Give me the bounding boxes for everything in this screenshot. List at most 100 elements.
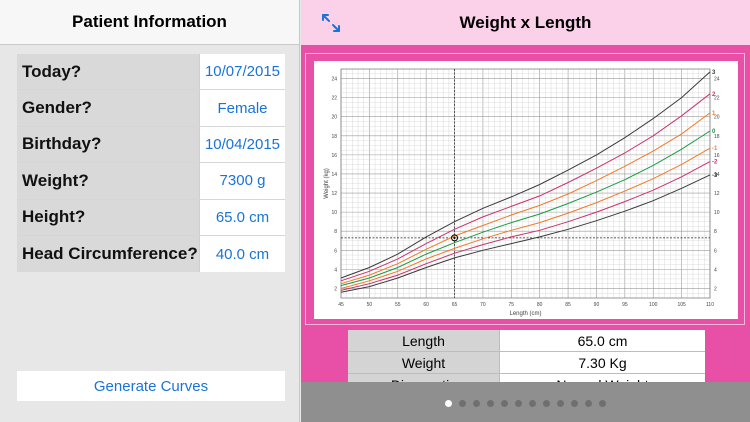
weight-result-label: Weight [348, 352, 500, 373]
patient-panel: Patient Information Today? 10/07/2015 Ge… [0, 0, 300, 422]
page-dot[interactable] [473, 400, 480, 407]
series-label: 3 [712, 70, 716, 76]
series-line [340, 130, 711, 287]
x-tick-label: 105 [677, 302, 686, 308]
x-tick-label: 50 [367, 302, 373, 308]
length-result-row: Length 65.0 cm [348, 330, 705, 352]
generate-curves-button[interactable]: Generate Curves [17, 371, 285, 401]
y-tick-label-right: 18 [714, 134, 720, 140]
y-tick-label-left: 24 [331, 77, 337, 83]
y-tick-label-right: 16 [714, 153, 720, 159]
page-indicator[interactable] [301, 400, 750, 407]
height-label: Height? [17, 199, 200, 235]
y-tick-label-left: 12 [331, 191, 337, 197]
series-label: 2 [712, 92, 716, 98]
weight-result-row: Weight 7.30 Kg [348, 352, 705, 374]
y-tick-label-right: 10 [714, 210, 720, 216]
page-dot[interactable] [585, 400, 592, 407]
series-line [340, 71, 711, 279]
series-line [340, 174, 711, 293]
y-tick-label-left: 10 [331, 210, 337, 216]
y-tick-label-left: 6 [334, 248, 337, 254]
chart-panel: Weight x Length 45 50 55 60 65 70 75 80 85 90 95 10… [301, 0, 750, 422]
height-value[interactable]: 65.0 cm [215, 208, 270, 226]
x-tick-label: 95 [622, 302, 628, 308]
x-tick-label: 100 [649, 302, 658, 308]
y-tick-label-right: 22 [714, 96, 720, 102]
expand-arrows-icon[interactable] [319, 11, 343, 35]
y-tick-label-right: 4 [714, 267, 717, 273]
plot-border [340, 68, 711, 299]
weight-value[interactable]: 7300 g [219, 172, 266, 190]
series-line [340, 112, 711, 285]
head-circumference-label: Head Circumference? [17, 235, 200, 273]
page-dot[interactable] [529, 400, 536, 407]
gender-label: Gender? [17, 90, 200, 126]
y-tick-label-left: 18 [331, 134, 337, 140]
y-tick-label-right: 6 [714, 248, 717, 254]
page-dot[interactable] [557, 400, 564, 407]
chart-panel-header: Weight x Length [301, 0, 750, 45]
y-tick-label-left: 22 [331, 96, 337, 102]
head-circumference-value[interactable]: 40.0 cm [215, 245, 270, 263]
x-tick-label: 70 [480, 302, 486, 308]
y-tick-label-left: 16 [331, 153, 337, 159]
x-tick-label: 60 [423, 302, 429, 308]
head-circumference-row[interactable]: Head Circumference? 40.0 cm [17, 235, 285, 273]
series-label: -1 [712, 146, 718, 152]
x-tick-label: 110 [706, 302, 714, 308]
y-tick-label-right: 24 [714, 77, 720, 83]
y-tick-label-left: 4 [334, 267, 337, 273]
page-dot[interactable] [487, 400, 494, 407]
x-tick-label: 80 [537, 302, 543, 308]
series-line [340, 161, 711, 291]
x-tick-label: 65 [452, 302, 458, 308]
page-dot[interactable] [501, 400, 508, 407]
y-tick-label-left: 8 [334, 229, 337, 235]
x-axis-label: Length (cm) [509, 311, 541, 317]
length-result-value: 65.0 cm [577, 332, 628, 349]
y-tick-label-right: 2 [714, 286, 717, 292]
today-label: Today? [17, 54, 200, 90]
page-dot[interactable] [459, 400, 466, 407]
page-dot[interactable] [445, 400, 452, 407]
marker-dot [453, 236, 456, 239]
page-dot[interactable] [515, 400, 522, 407]
birthday-label: Birthday? [17, 126, 200, 163]
series-label: -3 [712, 173, 718, 179]
birthday-row[interactable]: Birthday? 10/04/2015 [17, 126, 285, 164]
page-dot[interactable] [543, 400, 550, 407]
series-label: 1 [712, 111, 716, 117]
y-tick-label-left: 2 [334, 286, 337, 292]
weight-row[interactable]: Weight? 7300 g [17, 163, 285, 200]
chart-legend: 3 2 1 0 -1 -2 -3 [712, 70, 718, 179]
y-tick-label-right: 8 [714, 229, 717, 235]
x-tick-label: 55 [395, 302, 401, 308]
chart-crosshair [341, 69, 710, 298]
chart-lines [340, 71, 711, 293]
y-axis-label: Weight (kg) [324, 168, 330, 199]
weight-label: Weight? [17, 163, 200, 199]
today-row[interactable]: Today? 10/07/2015 [17, 54, 285, 91]
patient-form: Today? 10/07/2015 Gender? Female Birthda… [17, 54, 285, 273]
x-tick-label: 45 [338, 302, 344, 308]
y-tick-label-right: 12 [714, 191, 720, 197]
page-dot[interactable] [571, 400, 578, 407]
page-dot[interactable] [599, 400, 606, 407]
x-tick-label: 75 [509, 302, 515, 308]
weight-result-value: 7.30 Kg [578, 354, 627, 371]
x-tick-label: 85 [565, 302, 571, 308]
x-tick-label: 90 [594, 302, 600, 308]
chart-marker [451, 234, 459, 242]
height-row[interactable]: Height? 65.0 cm [17, 199, 285, 236]
gender-row[interactable]: Gender? Female [17, 90, 285, 127]
gender-value[interactable]: Female [217, 99, 268, 117]
today-value[interactable]: 10/07/2015 [204, 63, 281, 81]
y-tick-label-left: 20 [331, 115, 337, 121]
birthday-value[interactable]: 10/04/2015 [204, 135, 281, 153]
y-tick-label-left: 14 [331, 172, 337, 178]
y-tick-label-right: 14 [714, 172, 720, 178]
